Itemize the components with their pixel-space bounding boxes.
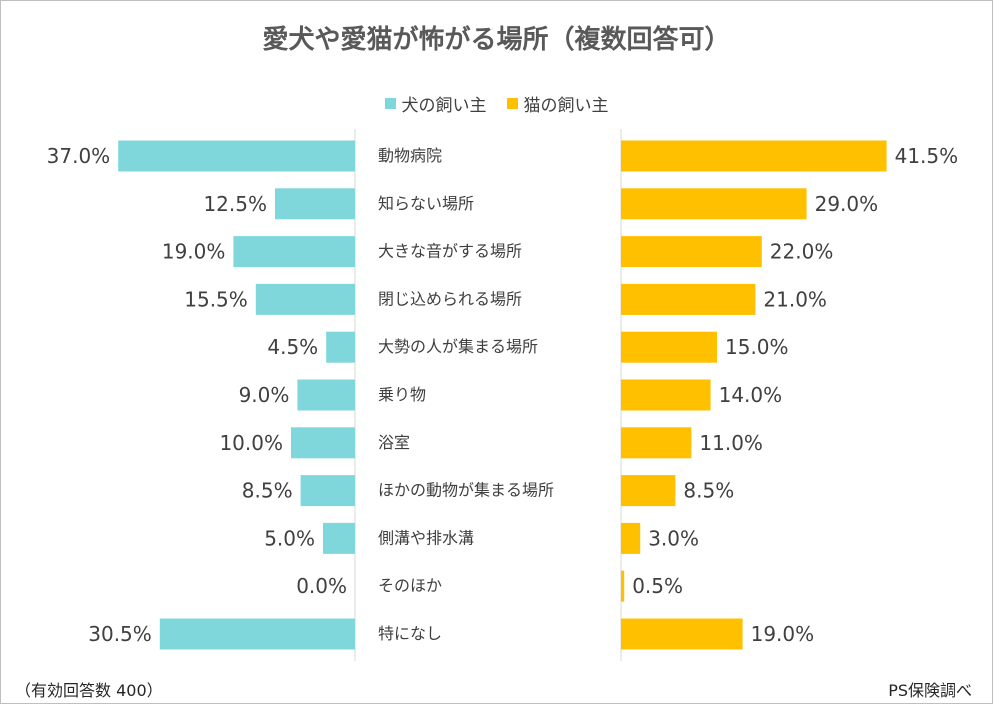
dog-value-label: 12.5% xyxy=(203,192,267,216)
cat-bar xyxy=(621,570,625,602)
dog-bar xyxy=(323,522,355,554)
dog-bar xyxy=(255,283,355,315)
cat-bar xyxy=(621,427,692,459)
dog-value-label: 8.5% xyxy=(242,479,293,503)
cat-bar xyxy=(621,475,676,507)
category-label: ほかの動物が集まる場所 xyxy=(378,481,554,500)
source-note: PS保険調べ xyxy=(888,681,972,700)
category-label: そのほか xyxy=(378,576,442,595)
cat-value-label: 14.0% xyxy=(719,383,783,407)
dog-value-label: 10.0% xyxy=(219,431,283,455)
dog-value-label: 37.0% xyxy=(47,144,111,168)
category-label: 知らない場所 xyxy=(378,194,474,213)
dog-value-label: 0.0% xyxy=(296,574,347,598)
dog-value-label: 19.0% xyxy=(162,240,226,264)
cat-value-label: 3.0% xyxy=(648,526,699,550)
legend-item-dog: 犬の飼い主 xyxy=(384,91,487,116)
cat-value-label: 19.0% xyxy=(751,622,815,646)
cat-value-label: 21.0% xyxy=(763,287,827,311)
dog-bar xyxy=(118,140,355,172)
category-label: 大勢の人が集まる場所 xyxy=(378,337,538,356)
category-label: 閉じ込められる場所 xyxy=(378,289,522,308)
dog-bar xyxy=(300,475,355,507)
cat-bar xyxy=(621,236,762,268)
cat-bar xyxy=(621,188,807,220)
category-label: 浴室 xyxy=(378,433,410,452)
chart-legend: 犬の飼い主 猫の飼い主 xyxy=(1,91,992,116)
dog-bar xyxy=(297,379,355,411)
dog-bar xyxy=(326,331,355,363)
cat-value-label: 15.0% xyxy=(725,335,789,359)
cat-value-label: 0.5% xyxy=(632,574,683,598)
cat-value-label: 29.0% xyxy=(815,192,879,216)
category-label: 側溝や排水溝 xyxy=(378,528,474,547)
category-label: 乗り物 xyxy=(378,385,426,404)
cat-bar xyxy=(621,283,756,315)
legend-swatch-dog xyxy=(384,98,396,109)
legend-swatch-cat xyxy=(506,98,518,109)
dog-bar xyxy=(159,618,355,650)
dog-value-label: 15.5% xyxy=(184,287,248,311)
cat-value-label: 22.0% xyxy=(770,240,834,264)
dog-value-label: 5.0% xyxy=(264,526,315,550)
cat-bar xyxy=(621,379,711,411)
cat-bar xyxy=(621,140,887,172)
dog-value-label: 30.5% xyxy=(88,622,152,646)
cat-value-label: 8.5% xyxy=(683,479,734,503)
dog-bar xyxy=(233,236,355,268)
cat-bar xyxy=(621,331,717,363)
category-label: 動物病院 xyxy=(378,146,442,165)
sample-size-note: （有効回答数 400） xyxy=(15,681,163,700)
legend-label-dog: 犬の飼い主 xyxy=(401,96,487,116)
legend-item-cat: 猫の飼い主 xyxy=(506,91,609,116)
dog-bar xyxy=(291,427,355,459)
chart-title: 愛犬や愛猫が怖がる場所（複数回答可） xyxy=(262,25,731,55)
dog-bar xyxy=(275,188,355,220)
cat-bar xyxy=(621,618,743,650)
category-label: 特になし xyxy=(378,624,442,643)
legend-label-cat: 猫の飼い主 xyxy=(523,96,609,116)
category-label: 大きな音がする場所 xyxy=(378,242,522,261)
dog-value-label: 9.0% xyxy=(239,383,290,407)
dog-value-label: 4.5% xyxy=(267,335,318,359)
cat-bar xyxy=(621,522,641,554)
cat-value-label: 11.0% xyxy=(699,431,763,455)
cat-value-label: 41.5% xyxy=(895,144,959,168)
